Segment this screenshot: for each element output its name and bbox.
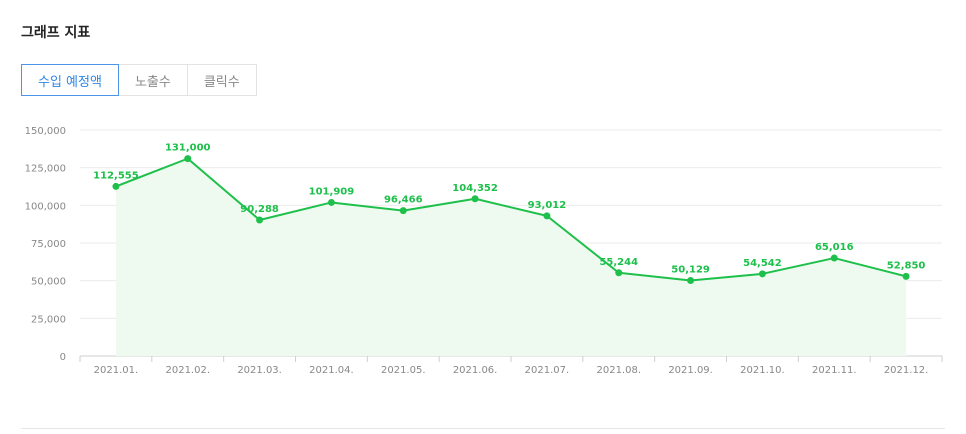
data-point[interactable] <box>687 276 695 284</box>
series-line <box>115 157 907 282</box>
chart-points-layer <box>112 155 910 284</box>
data-point[interactable] <box>902 272 910 280</box>
tab-expected-revenue[interactable]: 수입 예정액 <box>21 64 119 96</box>
y-tick-label: 50,000 <box>31 277 66 288</box>
revenue-line-chart: 0 25,000 50,000 75,000 100,000 125,000 150,000… <box>25 126 943 376</box>
data-point[interactable] <box>615 269 623 277</box>
x-tick-label: 2021.12. <box>884 365 929 376</box>
data-label: 55,244 <box>599 257 638 268</box>
data-label: 50,129 <box>671 264 710 275</box>
metric-tabs: 수입 예정액 노출수 클릭수 <box>21 64 257 96</box>
data-point[interactable] <box>830 254 838 262</box>
x-tick-label: 2021.04. <box>309 365 354 376</box>
chart-area-layer <box>115 158 907 356</box>
y-tick-label: 0 <box>60 352 66 363</box>
data-point[interactable] <box>184 155 192 163</box>
x-tick-label: 2021.08. <box>596 365 641 376</box>
data-point[interactable] <box>327 198 335 206</box>
data-label: 104,352 <box>452 183 498 194</box>
data-point[interactable] <box>543 212 551 220</box>
data-label: 65,016 <box>815 242 854 253</box>
x-tick-label: 2021.05. <box>381 365 426 376</box>
y-tick-label: 75,000 <box>31 239 66 250</box>
data-point[interactable] <box>399 207 407 215</box>
chart-labels-layer: 112,555 131,000 90,288 101,909 96,466 104,352… <box>93 143 925 276</box>
data-label: 101,909 <box>309 186 355 197</box>
data-label: 52,850 <box>887 260 926 271</box>
tab-clicks[interactable]: 클릭수 <box>186 64 257 96</box>
x-tick-label: 2021.06. <box>453 365 498 376</box>
data-point[interactable] <box>256 216 264 224</box>
chart-line-layer <box>115 157 907 282</box>
data-point[interactable] <box>112 182 120 190</box>
section-title: 그래프 지표 <box>21 25 91 41</box>
y-tick-label: 150,000 <box>25 126 66 137</box>
x-tick-label: 2021.10. <box>740 365 785 376</box>
y-tick-label: 125,000 <box>25 164 66 175</box>
tab-impressions[interactable]: 노출수 <box>117 64 188 96</box>
y-tick-label: 25,000 <box>31 314 66 325</box>
data-point[interactable] <box>471 195 479 203</box>
data-label: 93,012 <box>528 200 567 211</box>
x-tick-label: 2021.11. <box>812 365 857 376</box>
data-label: 96,466 <box>384 195 423 206</box>
y-tick-label: 100,000 <box>25 201 66 212</box>
data-label: 112,555 <box>93 170 139 181</box>
x-tick-label: 2021.01. <box>94 365 139 376</box>
bottom-divider <box>21 428 945 429</box>
series-area <box>115 158 907 356</box>
x-tick-label: 2021.09. <box>668 365 713 376</box>
data-point[interactable] <box>758 270 766 278</box>
x-tick-label: 2021.03. <box>237 365 282 376</box>
data-label: 54,542 <box>743 258 782 269</box>
data-label: 90,288 <box>240 204 279 215</box>
x-tick-label: 2021.02. <box>165 365 210 376</box>
x-tick-label: 2021.07. <box>525 365 570 376</box>
data-label: 131,000 <box>165 143 211 154</box>
